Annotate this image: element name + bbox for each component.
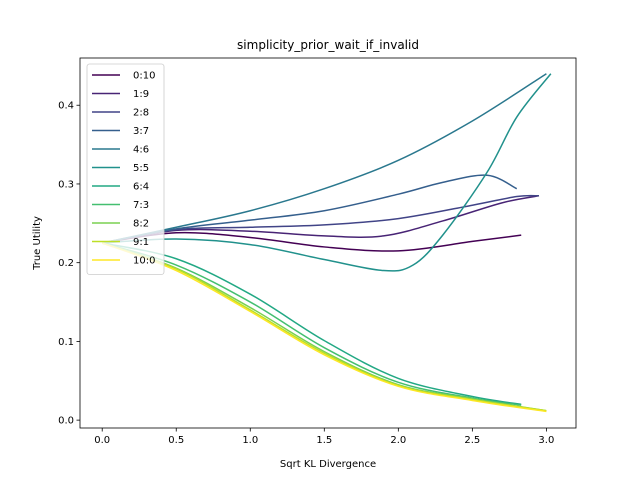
legend-label: 4:6 bbox=[133, 145, 149, 156]
series-line-0-10 bbox=[102, 231, 522, 252]
x-tick-label: 3.0 bbox=[538, 435, 554, 446]
x-tick-label: 2.5 bbox=[464, 435, 480, 446]
legend-label: 9:1 bbox=[133, 237, 149, 248]
legend-label: 1:9 bbox=[133, 89, 149, 100]
series-line-7-3 bbox=[101, 242, 522, 406]
legend-label: 0:10 bbox=[133, 71, 155, 82]
y-tick-label: 0.2 bbox=[58, 258, 74, 269]
series-line-3-7 bbox=[102, 174, 518, 244]
series-line-10-0 bbox=[101, 242, 547, 413]
legend-label: 3:7 bbox=[133, 126, 149, 137]
plot-frame bbox=[79, 57, 577, 429]
y-tick-label: 0.1 bbox=[58, 337, 74, 348]
series-line-2-8 bbox=[102, 194, 540, 244]
legend: 0:10 1:9 2:8 3:7 4:6 5:5 6:4 7:3 8:2 9:1 10:0 bbox=[86, 63, 165, 275]
series-line-5-5 bbox=[102, 73, 552, 272]
legend-label: 2:8 bbox=[133, 108, 149, 119]
y-tick-label: 0.3 bbox=[58, 179, 74, 190]
x-tick-label: 1.5 bbox=[316, 435, 332, 446]
x-axis-label: Sqrt KL Divergence bbox=[280, 459, 376, 470]
y-tick-label: 0.4 bbox=[58, 101, 74, 112]
y-tick-label: 0.0 bbox=[58, 416, 74, 427]
series-line-6-4 bbox=[102, 242, 522, 406]
legend-label: 8:2 bbox=[133, 219, 149, 230]
x-axis: 0.0 0.5 1.0 1.5 2.0 2.5 3.0 bbox=[94, 428, 554, 446]
legend-label: 7:3 bbox=[133, 200, 149, 211]
series-line-1-9 bbox=[102, 195, 540, 244]
legend-label: 10:0 bbox=[133, 256, 155, 267]
y-axis-label: True Utility bbox=[32, 216, 43, 271]
y-axis: 0.0 0.1 0.2 0.3 0.4 bbox=[58, 101, 80, 427]
legend-frame bbox=[86, 63, 165, 275]
series-layer bbox=[101, 73, 552, 413]
x-tick-label: 2.0 bbox=[390, 435, 406, 446]
chart-title: simplicity_prior_wait_if_invalid bbox=[237, 38, 419, 52]
x-tick-label: 0.0 bbox=[94, 435, 110, 446]
legend-label: 5:5 bbox=[133, 163, 149, 174]
x-tick-label: 0.5 bbox=[168, 435, 184, 446]
series-line-4-6 bbox=[102, 73, 547, 244]
series-line-9-1 bbox=[101, 242, 547, 412]
legend-label: 6:4 bbox=[133, 182, 149, 193]
x-tick-label: 1.0 bbox=[242, 435, 258, 446]
